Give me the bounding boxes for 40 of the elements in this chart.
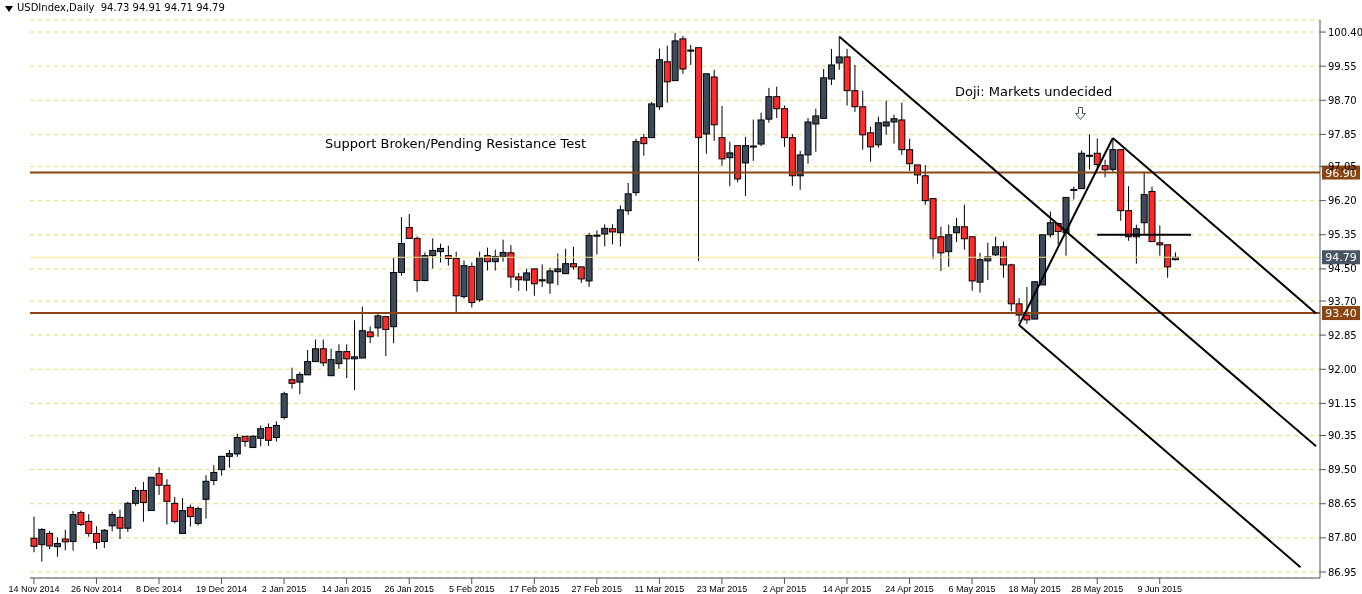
x-tick-label: 2 Jan 2015 [261,584,307,594]
y-tick-label: 93.70 [1328,295,1357,307]
x-tick-label: 2 Apr 2015 [762,584,807,594]
ref-line-label: 93.40 [1325,307,1357,321]
x-tick-label: 19 Dec 2014 [196,584,248,594]
y-tick-label: 87.80 [1328,532,1357,544]
y-tick-label: 98.70 [1328,94,1357,106]
x-tick-label: 14 Nov 2014 [8,584,60,594]
x-tick-label: 26 Nov 2014 [70,584,122,594]
x-tick-label: 28 May 2015 [1071,584,1124,594]
y-tick-label: 90.35 [1328,430,1357,442]
x-tick-label: 14 Jan 2015 [321,584,372,594]
y-tick-label: 100.40 [1328,26,1362,38]
y-tick-label: 89.50 [1328,464,1357,476]
x-tick-label: 8 Dec 2014 [135,584,183,594]
chart-title: USDIndex,Daily 94.73 94.91 94.71 94.79 [17,2,225,13]
x-tick-label: 5 Feb 2015 [448,584,495,594]
x-tick-label: 11 Mar 2015 [634,584,685,594]
y-tick-label: 96.20 [1328,195,1357,207]
x-tick-label: 17 Feb 2015 [509,584,560,594]
y-tick-label: 92.85 [1328,329,1357,341]
y-tick-label: 91.15 [1328,397,1357,409]
y-tick-label: 97.85 [1328,128,1357,140]
x-tick-label: 6 May 2015 [948,584,996,594]
annotation: Doji: Markets undecided [955,84,1113,99]
annotation: Support Broken/Pending Resistance Test [325,136,587,151]
x-tick-label: 24 Apr 2015 [885,584,934,594]
x-tick-label: 9 Jun 2015 [1137,584,1182,594]
y-tick-label: 88.65 [1328,498,1357,510]
x-tick-label: 27 Feb 2015 [571,584,623,594]
x-tick-label: 18 May 2015 [1008,584,1061,594]
y-tick-label: 95.35 [1328,229,1357,241]
y-tick-label: 94.50 [1328,263,1357,275]
y-tick-label: 92.00 [1328,363,1357,375]
y-tick-label: 99.55 [1328,60,1357,72]
x-tick-label: 26 Jan 2015 [384,584,434,594]
ref-line-label: 94.79 [1325,251,1357,265]
x-tick-label: 14 Apr 2015 [822,584,872,594]
y-tick-label: 86.95 [1328,566,1357,578]
x-tick-label: 23 Mar 2015 [696,584,748,594]
